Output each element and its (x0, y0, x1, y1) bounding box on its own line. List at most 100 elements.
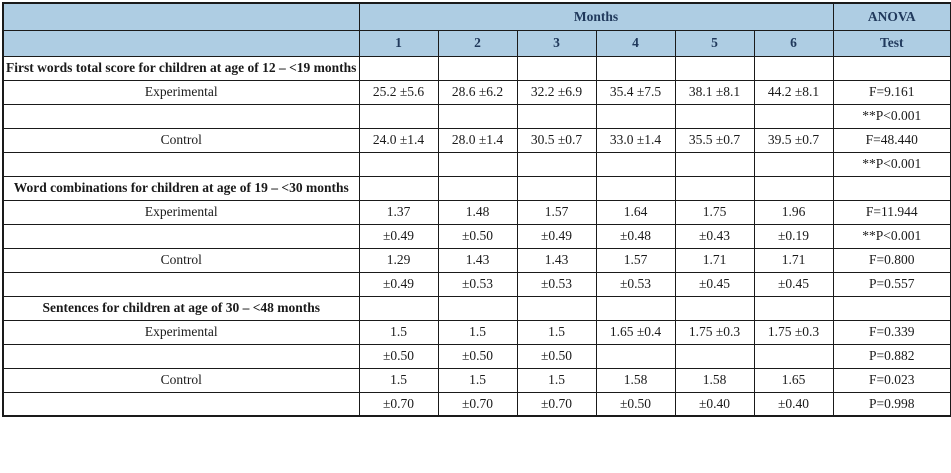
anova-value-cell: F=0.800 (832, 247, 951, 273)
value-cell: 1.5 (437, 319, 518, 345)
value-cell (358, 151, 439, 177)
value-cell: ±0.43 (674, 223, 755, 249)
value-cell: 24.0 ±1.4 (358, 127, 439, 153)
value-cell: 1.48 (437, 199, 518, 225)
anova-value-cell: **P<0.001 (832, 151, 951, 177)
value-cell: 38.1 ±8.1 (674, 79, 755, 105)
month-column-header-3: 3 (516, 29, 597, 57)
section-title: Sentences for children at age of 30 – <4… (2, 295, 360, 321)
data-row: Experimental 1.37 1.48 1.57 1.64 1.75 1.96 F=11… (2, 199, 951, 225)
value-cell: 1.64 (595, 199, 676, 225)
value-cell: ±0.50 (437, 343, 518, 369)
value-cell: 1.75 ±0.3 (674, 319, 755, 345)
section-title: First words total score for children at … (2, 55, 360, 81)
test-header: Test (832, 29, 951, 57)
row-label (2, 391, 360, 417)
anova-value-cell: **P<0.001 (832, 103, 951, 129)
header-row-numbers: 1 2 3 4 5 6 Test (2, 29, 951, 57)
row-label: Experimental (2, 319, 360, 345)
empty-cell (437, 55, 518, 81)
empty-cell (595, 175, 676, 201)
value-cell: 1.43 (516, 247, 597, 273)
value-cell: 28.6 ±6.2 (437, 79, 518, 105)
value-cell: ±0.45 (674, 271, 755, 297)
data-row: ±0.50 ±0.50 ±0.50 P=0.882 (2, 343, 951, 369)
row-label (2, 271, 360, 297)
empty-cell (358, 175, 439, 201)
value-cell: ±0.49 (516, 223, 597, 249)
row-label (2, 343, 360, 369)
value-cell: 1.5 (358, 367, 439, 393)
value-cell: 30.5 ±0.7 (516, 127, 597, 153)
empty-cell (358, 295, 439, 321)
value-cell: 1.58 (595, 367, 676, 393)
anova-value-cell: F=9.161 (832, 79, 951, 105)
section-title: Word combinations for children at age of… (2, 175, 360, 201)
data-row: ±0.70 ±0.70 ±0.70 ±0.50 ±0.40 ±0.40 P=0.998 (2, 391, 951, 417)
corner-empty-cell (2, 2, 360, 31)
month-column-header-1: 1 (358, 29, 439, 57)
value-cell: 1.5 (516, 367, 597, 393)
corner-empty-cell-2 (2, 29, 360, 57)
value-cell: 1.57 (595, 247, 676, 273)
empty-cell (674, 55, 755, 81)
value-cell: ±0.19 (753, 223, 834, 249)
value-cell: 1.75 ±0.3 (753, 319, 834, 345)
empty-cell (358, 55, 439, 81)
data-row: **P<0.001 (2, 103, 951, 129)
value-cell: 35.4 ±7.5 (595, 79, 676, 105)
data-row: **P<0.001 (2, 151, 951, 177)
value-cell: ±0.53 (595, 271, 676, 297)
value-cell: 1.5 (358, 319, 439, 345)
empty-cell (437, 295, 518, 321)
empty-cell (516, 295, 597, 321)
value-cell: ±0.40 (674, 391, 755, 417)
month-column-header-5: 5 (674, 29, 755, 57)
value-cell: ±0.49 (358, 271, 439, 297)
value-cell: 32.2 ±6.9 (516, 79, 597, 105)
value-cell: ±0.40 (753, 391, 834, 417)
data-row: Experimental 1.5 1.5 1.5 1.65 ±0.4 1.75 ±0.3 1… (2, 319, 951, 345)
row-label: Experimental (2, 199, 360, 225)
value-cell: ±0.70 (358, 391, 439, 417)
row-label: Experimental (2, 79, 360, 105)
value-cell: 1.65 ±0.4 (595, 319, 676, 345)
value-cell: 1.58 (674, 367, 755, 393)
value-cell: 28.0 ±1.4 (437, 127, 518, 153)
anova-value-cell: F=48.440 (832, 127, 951, 153)
value-cell: ±0.70 (437, 391, 518, 417)
empty-cell (832, 175, 951, 201)
value-cell: 1.29 (358, 247, 439, 273)
anova-value-cell: F=11.944 (832, 199, 951, 225)
empty-cell (753, 175, 834, 201)
value-cell: 1.37 (358, 199, 439, 225)
table-body: First words total score for children at … (2, 55, 951, 417)
value-cell (516, 151, 597, 177)
data-row: Experimental 25.2 ±5.6 28.6 ±6.2 32.2 ±6.9 3… (2, 79, 951, 105)
value-cell: 35.5 ±0.7 (674, 127, 755, 153)
value-cell: ±0.49 (358, 223, 439, 249)
value-cell (516, 103, 597, 129)
value-cell: 1.71 (753, 247, 834, 273)
value-cell: 1.5 (437, 367, 518, 393)
anova-value-cell: **P<0.001 (832, 223, 951, 249)
header-row-months: Months ANOVA (2, 2, 951, 31)
row-label: Control (2, 127, 360, 153)
empty-cell (595, 295, 676, 321)
value-cell: ±0.50 (437, 223, 518, 249)
value-cell: 1.5 (516, 319, 597, 345)
value-cell: 1.96 (753, 199, 834, 225)
empty-cell (753, 55, 834, 81)
anova-value-cell: P=0.882 (832, 343, 951, 369)
value-cell: ±0.53 (516, 271, 597, 297)
value-cell (753, 103, 834, 129)
month-column-header-2: 2 (437, 29, 518, 57)
row-label: Control (2, 367, 360, 393)
month-column-header-4: 4 (595, 29, 676, 57)
value-cell: 25.2 ±5.6 (358, 79, 439, 105)
value-cell: 1.75 (674, 199, 755, 225)
data-row: Control 1.29 1.43 1.43 1.57 1.71 1.71 F=0.800 (2, 247, 951, 273)
anova-value-cell: P=0.557 (832, 271, 951, 297)
anova-header: ANOVA (832, 2, 951, 31)
